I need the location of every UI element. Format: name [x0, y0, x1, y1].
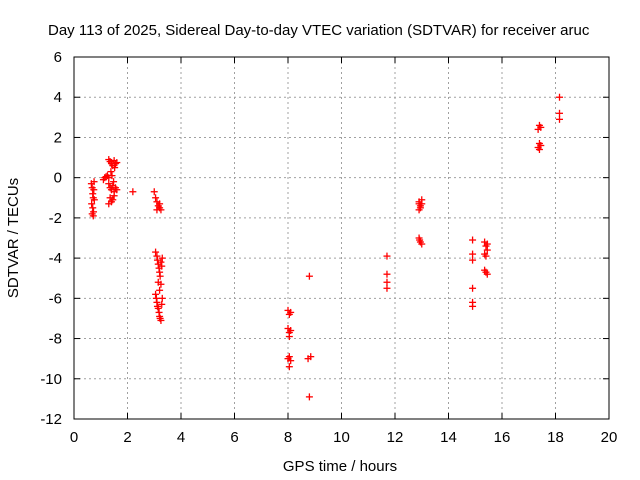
data-point: [107, 168, 115, 176]
data-point: [383, 278, 391, 286]
data-point: [556, 115, 564, 123]
y-tick-label: -2: [49, 210, 62, 227]
data-point: [556, 109, 564, 117]
data-point: [418, 240, 426, 248]
data-point: [285, 363, 293, 371]
data-points: [87, 93, 564, 401]
data-point: [90, 186, 98, 194]
data-point: [157, 316, 165, 324]
x-tick-label: 20: [601, 429, 618, 446]
y-tick-label: -8: [49, 331, 62, 348]
data-point: [90, 196, 98, 204]
y-tick-labels: 6 4 2 0 -2 -4 -6 -8 -10 -12: [40, 49, 62, 428]
y-tick-label: -6: [49, 290, 62, 307]
data-point: [305, 272, 313, 280]
data-point: [89, 204, 97, 212]
data-point: [105, 180, 113, 188]
y-tick-label: 4: [54, 89, 62, 106]
data-point: [110, 178, 118, 186]
data-point: [156, 272, 164, 280]
data-point: [108, 172, 116, 180]
y-tick-label: 2: [54, 129, 62, 146]
x-tick-label: 16: [494, 429, 511, 446]
data-point: [383, 284, 391, 292]
data-point: [152, 290, 160, 298]
data-point: [416, 236, 424, 244]
data-point: [113, 159, 121, 167]
y-tick-label: -10: [40, 371, 62, 388]
x-tick-label: 14: [440, 429, 457, 446]
data-point: [156, 286, 164, 294]
x-tick-labels: 0 2 4 6 8 10 12 14 16 18 20: [70, 429, 618, 446]
data-point: [157, 258, 165, 266]
data-point: [113, 186, 121, 194]
y-tick-label: 6: [54, 49, 62, 66]
data-point: [158, 300, 166, 308]
data-point: [287, 327, 295, 335]
y-axis-label: SDTVAR / TECUs: [5, 178, 22, 298]
data-point: [109, 196, 117, 204]
grid: [74, 57, 609, 419]
data-point: [483, 246, 491, 254]
data-point: [416, 204, 424, 212]
data-point: [469, 284, 477, 292]
data-point: [156, 200, 164, 208]
data-point: [158, 254, 166, 262]
data-point: [537, 123, 545, 131]
data-point: [482, 252, 490, 260]
x-tick-label: 10: [333, 429, 350, 446]
data-point: [469, 302, 477, 310]
data-point: [305, 393, 313, 401]
data-point: [110, 192, 118, 200]
data-point: [157, 280, 165, 288]
y-tick-label: -4: [49, 250, 62, 267]
data-point: [307, 353, 315, 361]
data-point: [383, 252, 391, 260]
data-point: [535, 146, 543, 154]
data-point: [158, 262, 166, 270]
data-point: [111, 164, 119, 172]
data-point: [469, 256, 477, 264]
data-point: [469, 236, 477, 244]
axis-ticks: [73, 56, 610, 420]
x-tick-label: 18: [547, 429, 564, 446]
y-tick-label: -12: [40, 411, 62, 428]
x-tick-label: 4: [177, 429, 185, 446]
data-point: [383, 270, 391, 278]
data-point: [150, 188, 158, 196]
data-point: [88, 200, 96, 208]
data-point: [415, 200, 423, 208]
data-point: [105, 200, 113, 208]
y-tick-label: 0: [54, 170, 62, 187]
data-point: [537, 141, 545, 149]
x-tick-label: 0: [70, 429, 78, 446]
x-axis-label: GPS time / hours: [283, 458, 397, 475]
data-point: [152, 194, 160, 202]
x-tick-label: 12: [387, 429, 404, 446]
data-point: [469, 250, 477, 258]
data-point: [90, 178, 98, 186]
data-point: [287, 357, 295, 365]
data-point: [285, 353, 293, 361]
data-point: [556, 93, 564, 101]
x-tick-label: 2: [123, 429, 131, 446]
data-point: [129, 188, 137, 196]
data-point: [90, 208, 98, 216]
data-point: [287, 308, 295, 316]
data-point: [152, 248, 160, 256]
data-point: [285, 333, 293, 341]
data-point: [153, 206, 161, 214]
x-tick-label: 8: [284, 429, 292, 446]
data-point: [111, 160, 119, 168]
data-point: [483, 240, 491, 248]
chart-title: Day 113 of 2025, Sidereal Day-to-day VTE…: [48, 22, 590, 39]
data-point: [483, 270, 491, 278]
data-point: [158, 294, 166, 302]
data-point: [418, 196, 426, 204]
x-tick-label: 6: [230, 429, 238, 446]
data-point: [154, 304, 162, 312]
